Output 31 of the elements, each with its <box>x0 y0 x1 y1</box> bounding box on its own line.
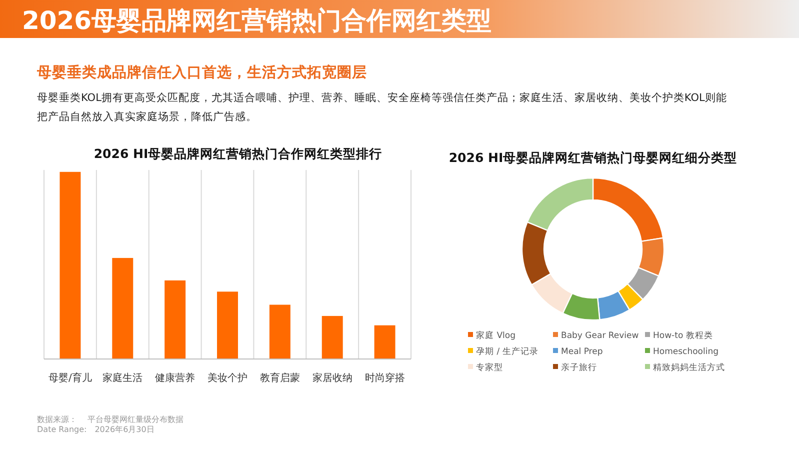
bar <box>112 258 134 359</box>
text: 2026母婴品牌网红营销热门合作网红类型 <box>22 6 492 35</box>
bar <box>269 304 290 359</box>
text: 母婴垂类KOL拥有更高受众匹配度，尤其适合喂哺、护理、营养、睡眠、安全座椅等强信任类产品；家庭生活、家居收纳、美妆个护类KOL则能 <box>37 91 727 104</box>
legend-label: 专家型 <box>476 362 503 373</box>
source-note: 数据来源： 平台母婴网红量级分布数据 <box>37 415 184 424</box>
legend-label: 亲子旅行 <box>561 362 597 373</box>
bar <box>374 325 396 359</box>
x-tick-label: 健康营养 <box>155 372 196 384</box>
bar <box>217 292 238 359</box>
legend-label: Baby Gear Review <box>561 331 639 341</box>
x-tick-label: 教育启蒙 <box>260 372 300 384</box>
bar <box>322 316 343 359</box>
text: 把产品自然放入真实家庭场景，降低广告感。 <box>37 110 257 123</box>
bar <box>60 172 81 359</box>
chart-title: 2026 HI母婴品牌网红营销热门合作网红类型排行 <box>94 146 382 161</box>
legend-label: 孕期 / 生产记录 <box>476 346 538 357</box>
legend-label: 家庭 Vlog <box>476 330 516 341</box>
text: Date Range: 2026年6月30日 <box>37 425 154 434</box>
x-tick-label: 家庭生活 <box>102 372 143 384</box>
legend-label: How-to 教程类 <box>653 330 713 341</box>
legend-label: 精致妈妈生活方式 <box>653 362 725 373</box>
x-tick-label: 美妆个护 <box>208 372 248 384</box>
x-tick-label: 家居收纳 <box>312 372 352 384</box>
legend-label: Homeschooling <box>653 347 718 357</box>
bar <box>164 280 186 359</box>
legend-label: Meal Prep <box>561 347 603 357</box>
x-tick-label: 母婴/育儿 <box>48 372 92 384</box>
chart-title: 2026 HI母婴品牌网红营销热门母婴网红细分类型 <box>448 150 738 165</box>
x-tick-label: 时尚穿搭 <box>364 372 405 384</box>
text: 母婴垂类成品牌信任入口首选，生活方式拓宽圈层 <box>36 63 367 81</box>
